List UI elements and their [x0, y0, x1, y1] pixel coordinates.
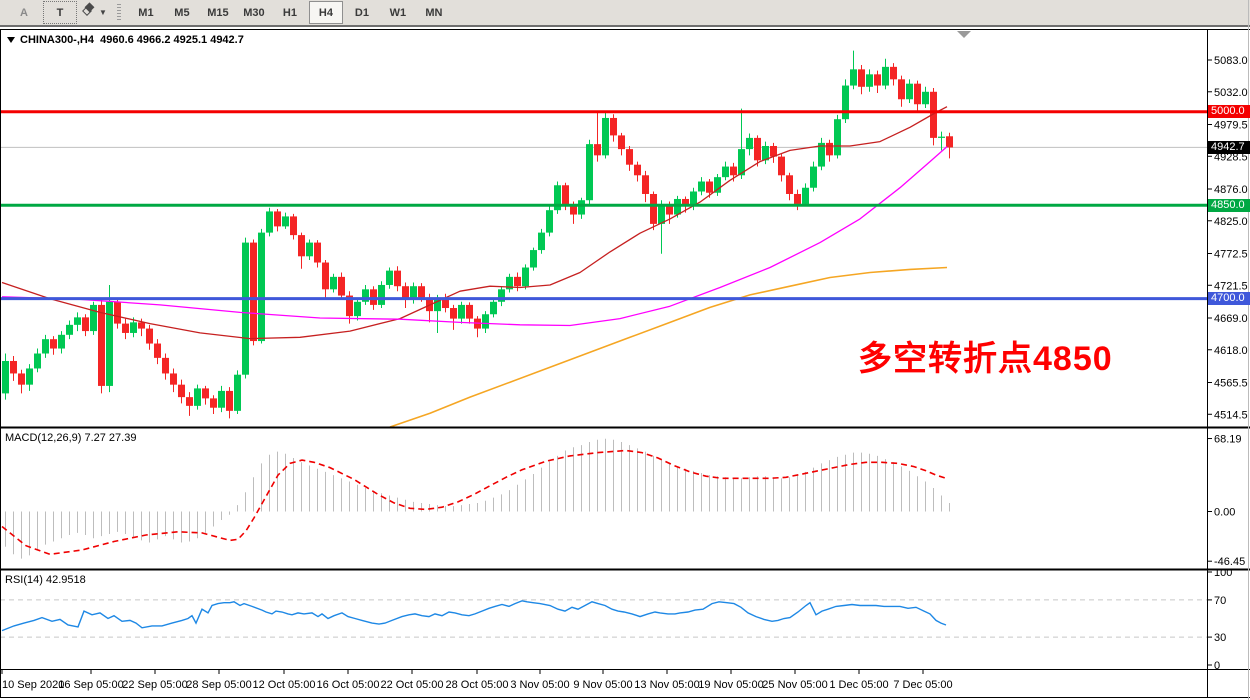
rsi-layer [0, 599, 1207, 638]
date-label: 12 Oct 05:00 [253, 679, 316, 691]
date-label: 3 Nov 05:00 [510, 679, 569, 691]
axis-tick-label: 4876.0 [1214, 184, 1248, 196]
macd-signal-line [1, 449, 947, 556]
chart-shift-marker-icon[interactable] [957, 31, 971, 38]
axis-labels-layer: 5083.0 5032.0 4979.5 4928.5 4876.0 4825.0 4772… [1207, 55, 1248, 672]
price-level-chip-4700.0: 4700.0 [1208, 292, 1250, 306]
toolbar: A T ▼ M1 M5 M15 M30 H1 H4 D1 W1 MN [0, 0, 1250, 27]
ma-orange [389, 266, 948, 428]
axis-tick-label: 5032.0 [1214, 87, 1248, 99]
date-label: 28 Sep 05:00 [186, 679, 251, 691]
chevron-down-icon: ▼ [99, 8, 107, 17]
axis-tick-label: -46.45 [1214, 556, 1245, 568]
objects-dropdown-button[interactable]: ▼ [81, 2, 107, 23]
date-label: 22 Sep 05:00 [122, 679, 187, 691]
timeframe-button-group: M1 M5 M15 M30 H1 H4 D1 W1 MN [128, 1, 452, 24]
timeframe-button-M30[interactable]: M30 [243, 6, 265, 19]
axis-tick-label: 0 [1214, 660, 1220, 672]
chart-annotation: 多空转折点4850 [858, 340, 1113, 378]
objects-icon [81, 2, 97, 23]
moving-averages-layer [1, 106, 948, 428]
macd-layer [1, 438, 950, 559]
rsi-label: RSI(14) 42.9518 [5, 574, 86, 586]
axis-tick-label: 68.19 [1214, 434, 1242, 446]
text-tool-button[interactable]: T [43, 1, 77, 24]
candles-layer [2, 50, 953, 419]
date-label: 16 Sep 05:00 [58, 679, 123, 691]
timeframe-button-D1[interactable]: D1 [354, 6, 369, 19]
axis-tick-label: 5083.0 [1214, 55, 1248, 67]
timeframe-button-M1[interactable]: M1 [138, 6, 154, 19]
price-level-chip-5000.0: 5000.0 [1208, 105, 1250, 119]
chart-ohlc-values: 4960.6 4966.2 4925.1 4942.7 [100, 34, 244, 46]
date-label: 16 Oct 05:00 [317, 679, 380, 691]
date-label: 1 Dec 05:00 [829, 679, 888, 691]
axis-tick-label: 70 [1214, 595, 1226, 607]
axis-tick-label: 4825.0 [1214, 216, 1248, 228]
current-price-chip: 4942.7 [1208, 140, 1250, 154]
ma-red [1, 106, 948, 340]
axis-tick-label: 4772.5 [1214, 248, 1248, 260]
date-label: 13 Nov 05:00 [634, 679, 699, 691]
macd-label: MACD(12,26,9) 7.27 27.39 [5, 432, 137, 444]
level-lines-layer [0, 110, 1207, 301]
axis-tick-label: 4565.5 [1214, 377, 1248, 389]
date-label: 28 Oct 05:00 [446, 679, 509, 691]
timeframe-button-M5[interactable]: M5 [174, 6, 190, 19]
axis-tick-label: 4618.0 [1214, 345, 1248, 357]
date-label: 7 Dec 05:00 [893, 679, 952, 691]
chart-symbol: CHINA300-,H4 [20, 34, 94, 46]
date-label: 10 Sep 2020 [2, 679, 64, 691]
timeframe-button-MN[interactable]: MN [425, 6, 443, 19]
rsi-line [1, 600, 947, 632]
timeframe-button-H4[interactable]: H4 [308, 1, 343, 24]
axis-tick-label: 4928.5 [1214, 151, 1248, 163]
timeframe-button-W1[interactable]: W1 [389, 6, 407, 19]
date-label: 9 Nov 05:00 [573, 679, 632, 691]
price-level-chip-4850.0: 4850.0 [1208, 198, 1250, 212]
date-label: 25 Nov 05:00 [762, 679, 827, 691]
chart-title: CHINA300-,H4 4960.6 4966.2 4925.1 4942.7 [7, 34, 244, 46]
axis-tick-label: 100 [1214, 567, 1232, 579]
axis-tick-label: 30 [1214, 632, 1226, 644]
date-label: 19 Nov 05:00 [698, 679, 763, 691]
axis-tick-label: 4721.5 [1214, 280, 1248, 292]
axis-tick-label: 0.00 [1214, 507, 1235, 519]
date-label: 22 Oct 05:00 [381, 679, 444, 691]
ma-magenta [1, 146, 948, 327]
axis-tick-label: 4979.5 [1214, 119, 1248, 131]
axis-tick-label: 4669.0 [1214, 313, 1248, 325]
shift-marker-layer [957, 31, 971, 38]
toolbar-grip[interactable] [116, 3, 121, 22]
timeframe-button-H1[interactable]: H1 [282, 6, 297, 19]
arrow-tool-button[interactable]: A [20, 6, 28, 19]
axis-tick-label: 4514.5 [1214, 409, 1248, 421]
symbol-dropdown-icon[interactable] [7, 37, 15, 43]
timeframe-button-M15[interactable]: M15 [207, 6, 229, 19]
